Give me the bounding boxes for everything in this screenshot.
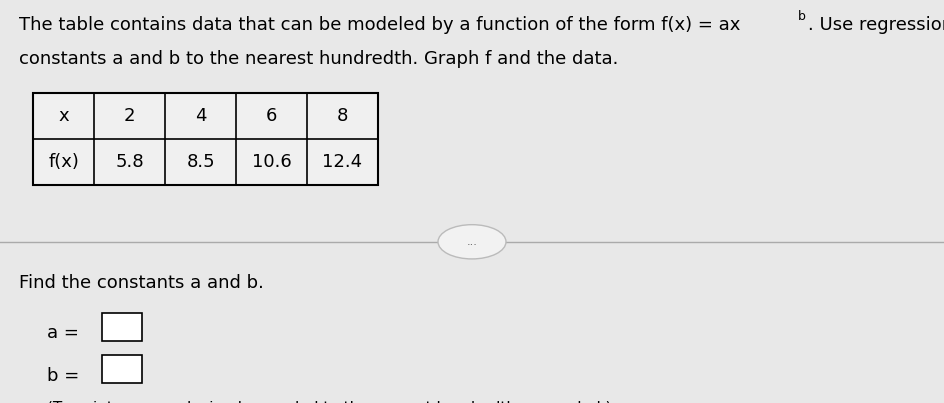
Text: 6: 6 [265,107,278,125]
Text: 8: 8 [336,107,348,125]
Ellipse shape [438,224,506,259]
Text: 4: 4 [194,107,207,125]
Text: x: x [59,107,69,125]
Text: ...: ... [466,237,478,247]
Text: 8.5: 8.5 [186,153,215,171]
Text: 5.8: 5.8 [115,153,144,171]
Text: The table contains data that can be modeled by a function of the form f(x) = ax: The table contains data that can be mode… [19,16,740,34]
Text: 2: 2 [124,107,136,125]
FancyBboxPatch shape [102,313,142,341]
Text: a =: a = [47,324,79,343]
Text: f(x): f(x) [48,153,79,171]
Text: 10.6: 10.6 [251,153,292,171]
Text: Find the constants a and b.: Find the constants a and b. [19,274,263,292]
Text: constants a and b to the nearest hundredth. Graph f and the data.: constants a and b to the nearest hundred… [19,50,618,69]
Text: (Type integers or decimals rounded to the nearest hundredth as needed.): (Type integers or decimals rounded to th… [47,401,612,403]
Text: b: b [798,10,805,23]
Text: . Use regression to find the: . Use regression to find the [808,16,944,34]
Text: 12.4: 12.4 [322,153,362,171]
FancyBboxPatch shape [102,355,142,383]
Bar [33,93,378,185]
Text: b =: b = [47,367,79,385]
